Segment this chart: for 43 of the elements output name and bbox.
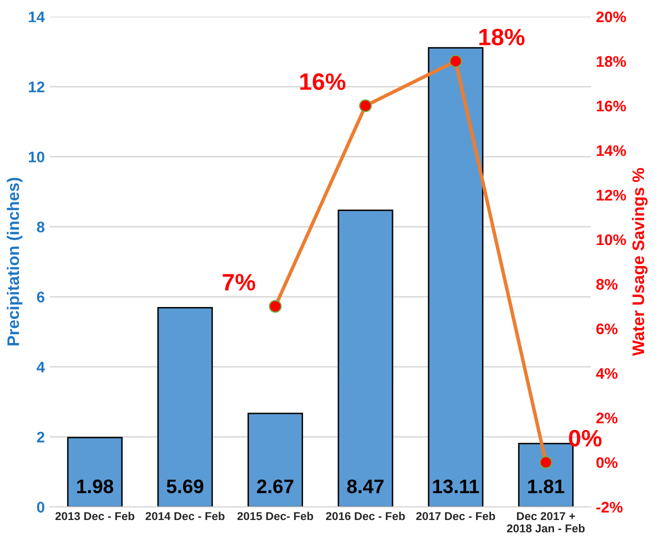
bar	[157, 306, 213, 507]
data-label: 1.98	[77, 479, 114, 494]
data-label: 8.47	[347, 479, 384, 494]
y-tick-label: 0	[37, 502, 44, 513]
x-tick-label: 2013 Dec - Feb	[55, 512, 134, 520]
x-tick-label: 2016 Dec - Feb	[326, 512, 405, 520]
bar	[338, 210, 394, 507]
y-tick-label: 4	[36, 362, 45, 372]
x-tick-label: 2017 Dec - Feb	[416, 512, 496, 520]
data-label: 1.81	[528, 479, 564, 494]
y2-tick-label: 10%	[596, 234, 626, 246]
bar	[248, 412, 304, 507]
y2-tick-label: 16%	[596, 100, 626, 112]
x-tick-label: Dec 2017 + 2018 Jan - Feb	[507, 512, 585, 532]
y2-tick-label: 12%	[596, 190, 626, 201]
data-label: 5.69	[166, 479, 204, 494]
y2-tick-label: -2%	[596, 502, 623, 513]
data-label: 0%	[569, 430, 602, 447]
y-tick-label: 8	[36, 222, 44, 232]
data-label: 13.11	[433, 479, 479, 494]
x-tick-label: 2015 Dec- Feb	[237, 512, 314, 520]
y2-tick-label: 20%	[596, 11, 626, 22]
bar	[67, 436, 123, 507]
y2-tick-label: 2%	[596, 412, 618, 424]
data-label: 16%	[300, 73, 346, 90]
y-tick-label: 14	[28, 12, 45, 22]
data-label: 7%	[222, 274, 256, 291]
y2-tick-label: 0%	[596, 457, 618, 468]
y2-tick-label: 18%	[596, 56, 626, 67]
y-tick-label: 10	[28, 152, 44, 162]
data-label: 2.67	[257, 479, 294, 494]
y2-tick-label: 8%	[596, 278, 618, 290]
y2-tick-label: 4%	[596, 368, 618, 379]
y2-axis-title: Water Usage Savings %	[632, 168, 648, 356]
y-axis-title: Precipitation (inches)	[6, 178, 22, 346]
y-tick-label: 2	[36, 432, 44, 442]
y-tick-label: 6	[37, 292, 44, 302]
data-label: 18%	[479, 28, 525, 46]
y2-tick-label: 14%	[596, 145, 626, 156]
bar	[428, 47, 484, 507]
y-tick-label: 12	[28, 82, 44, 92]
y2-tick-label: 6%	[596, 323, 618, 334]
x-tick-label: 2014 Dec - Feb	[146, 512, 225, 520]
